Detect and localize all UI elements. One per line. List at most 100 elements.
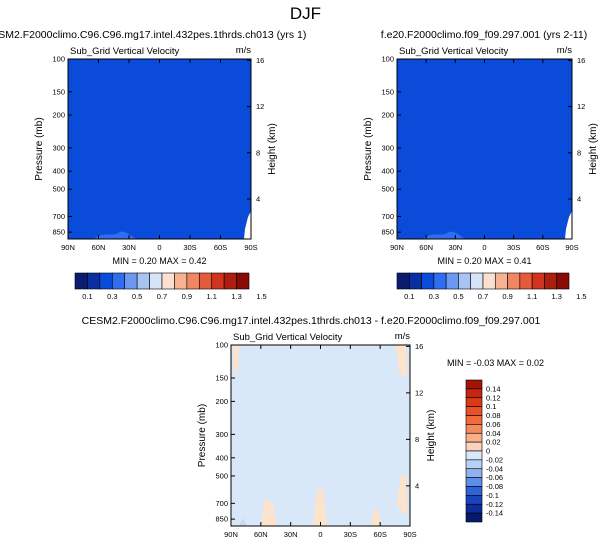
colorbar-label: 0.1 [82,292,92,301]
colorbar-label: 0.12 [486,393,501,402]
colorbar-swatch [482,272,496,290]
colorbar-label: -0.04 [486,464,503,473]
y-axis-label: Pressure (mb) [34,117,45,180]
y-tick-label: 850 [215,515,228,524]
colorbar-label: 0.5 [453,292,463,301]
colorbar-swatch [465,388,483,399]
missing-region [244,211,251,239]
colorbar-swatch [149,272,163,290]
colorbar-label: 0.9 [182,292,192,301]
y-tick-label: 850 [52,228,65,237]
y-axis-label: Pressure (mb) [197,404,208,467]
y-tick-label: 150 [381,87,394,96]
y-tick-label: 100 [381,55,394,64]
colorbar-swatch [465,495,483,505]
colorbar-swatch [465,468,483,478]
y2-axis-label: Height (km) [588,123,599,175]
colorbar-label: 0.1 [486,402,496,411]
y-tick-label: 700 [381,212,394,221]
missing-region [565,211,572,239]
colorbar-label: 0 [486,447,490,456]
panel-units: m/s [236,45,252,56]
colorbar-swatch [465,406,483,416]
y-tick-label: 700 [215,499,228,508]
colorbar-swatch [465,379,483,390]
colorbar-swatch [445,272,459,290]
y-tick-label: 300 [381,143,394,152]
field-contour [94,231,136,239]
y2-axis-label: Height (km) [267,123,278,175]
colorbar-swatch [494,272,508,290]
y2-tick-label: 4 [577,195,581,204]
plot-field [397,59,572,239]
y2-tick-label: 16 [256,56,264,65]
difference-contour [239,518,247,526]
y2-axis-label: Height (km) [426,410,437,462]
colorbar-swatch [465,441,483,452]
x-tick-label: 0 [157,243,161,252]
x-tick-label: 30S [507,243,520,252]
y-tick-label: 300 [52,143,65,152]
y-tick-label: 400 [381,167,394,176]
colorbar-swatch [470,272,484,290]
y-tick-label: 500 [381,185,394,194]
x-tick-label: 60S [373,530,386,539]
colorbar-swatch [465,459,483,470]
y2-tick-label: 12 [256,102,264,111]
x-tick-label: 90N [224,530,238,539]
colorbar-swatch [465,450,483,461]
colorbar-swatch [465,477,483,487]
y2-tick-label: 4 [256,195,260,204]
difference-contour [397,474,407,516]
colorbar-swatch [465,486,483,496]
colorbar-label: -0.1 [486,491,499,500]
colorbar-swatch [465,503,483,514]
colorbar-swatch [396,272,410,290]
y-tick-label: 400 [215,453,228,462]
x-tick-label: 90S [244,243,257,252]
difference-contour [396,345,407,377]
colorbar-label: -0.08 [486,482,503,491]
x-tick-label: 30N [448,243,462,252]
colorbar-label: 0.7 [157,292,167,301]
x-tick-label: 90N [390,243,404,252]
x-tick-label: 30S [183,243,196,252]
panel-title: CESM2.F2000climo.C96.C96.mg17.intel.432p… [0,29,306,41]
colorbar-swatch [408,272,422,290]
colorbar-swatch [111,272,126,290]
colorbar-label: -0.12 [486,500,503,509]
colorbar-label: 0.1 [404,292,414,301]
colorbar-label: 0.3 [429,292,439,301]
colorbar-swatch [198,272,213,290]
y-tick-label: 150 [215,373,228,382]
min-max-text: MIN = 0.20 MAX = 0.41 [437,256,531,266]
x-tick-label: 90S [565,243,578,252]
panel-subtitle: Sub_Grid Vertical Velocity [399,46,509,57]
colorbar-swatch [465,432,483,443]
x-tick-label: 30S [344,530,357,539]
colorbar-swatch [556,272,570,290]
x-tick-label: 90S [403,530,416,539]
x-tick-label: 90N [61,243,75,252]
colorbar-label: 0.08 [486,411,501,420]
colorbar-swatch [458,272,472,290]
colorbar: 0.140.120.10.080.060.040.020-0.02-0.04-0… [465,379,503,523]
panel-units: m/s [557,45,573,56]
colorbar-swatch [519,272,533,290]
panel-title: CESM2.F2000climo.C96.C96.mg17.intel.432p… [82,315,541,327]
colorbar-label: 1.3 [231,292,241,301]
colorbar-label: 0.06 [486,420,501,429]
colorbar: 0.1 0.3 0.5 0.7 0.9 1.1 1.3 1.5 [74,272,267,301]
colorbar-swatch [544,272,558,290]
y-tick-label: 200 [381,111,394,120]
colorbar-swatch [124,272,138,290]
colorbar-swatch [186,272,200,290]
field-contour [423,231,465,239]
colorbar: 0.1 0.3 0.5 0.7 0.9 1.1 1.3 1.5 [396,272,587,301]
colorbar-swatch [465,397,483,407]
colorbar-label: 0.04 [486,429,501,438]
y-tick-label: 200 [52,111,65,120]
panel-2: f.e20.F2000climo.f09_f09.297.001 (yrs 2-… [363,29,599,301]
colorbar-label: 1.3 [551,292,561,301]
